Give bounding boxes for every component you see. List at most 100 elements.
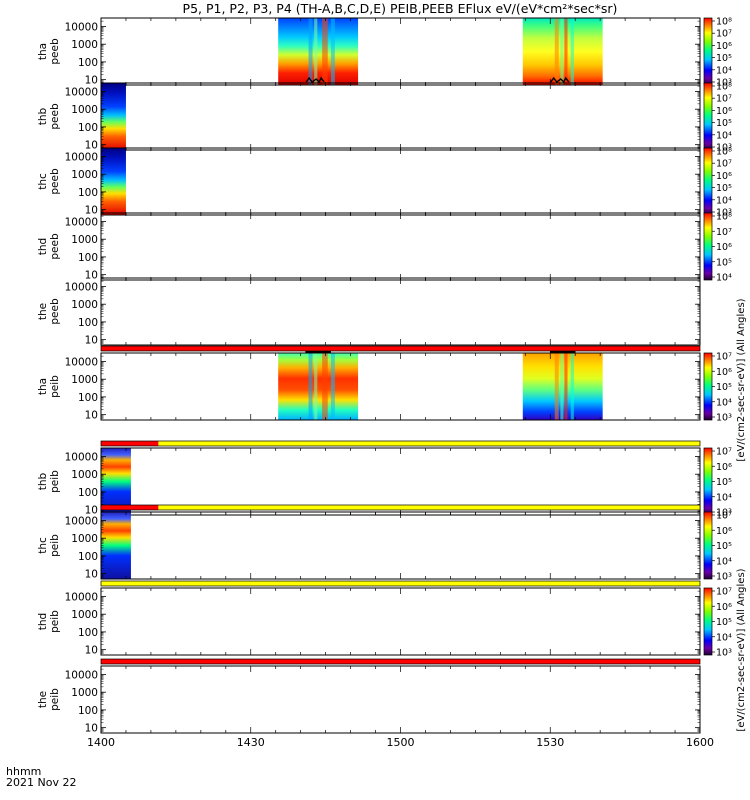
y-tick-label: 100	[78, 187, 98, 199]
panel-label-product: peeb	[49, 298, 61, 325]
panel-frame	[100, 665, 701, 734]
colorbar-tick-label: 10⁷	[716, 159, 732, 170]
y-tick-label: 1000	[71, 687, 98, 699]
spectrogram-block	[522, 351, 603, 420]
colorbar-tick-label: 10⁸	[716, 212, 732, 223]
colorbar-tick-label: 10⁶	[716, 602, 732, 613]
colorbar-tick-label: 10⁵	[716, 53, 732, 64]
colorbar-tick-label: 10⁴	[716, 632, 732, 643]
y-tick-label: 10000	[65, 591, 98, 603]
colorbar-tick-label: 10⁷	[716, 227, 732, 238]
colorbar-tick-label: 10⁶	[716, 242, 732, 253]
flag-strip-segment	[101, 659, 700, 664]
y-tick-label: 10	[85, 505, 98, 517]
y-tick-label: 1000	[71, 299, 98, 311]
panel-label-probe: thb	[37, 107, 49, 125]
spectrogram-streak	[554, 18, 559, 85]
colorbar-tick-label: 10⁵	[716, 183, 732, 194]
colorbar-tick-label: 10³	[716, 648, 732, 659]
spectrogram-block	[101, 448, 131, 515]
colorbar-axis-label-bottom: [eV/(cm2-sec-sr-eV)] (All Angles)	[736, 568, 747, 731]
panel-the-peeb: 10 100 1000 10000 the peeb	[37, 277, 701, 347]
colorbar-tick-label: 10⁷	[716, 587, 732, 598]
flag-strip-frame	[100, 658, 701, 665]
panel-thc-peib: 10 100 1000 10000 thc peib 10³ 10⁴ 10⁵ 10⁶ 10⁷	[37, 504, 732, 583]
colorbar-tick-label: 10⁷	[716, 447, 732, 458]
panel-label-probe: tha	[37, 43, 49, 60]
flag-strip-segment	[158, 441, 700, 446]
y-tick-label: 10000	[65, 281, 98, 293]
y-tick-label: 10000	[65, 21, 98, 33]
colorbar-tick-label: 10⁶	[716, 41, 732, 52]
panel-frame	[100, 511, 701, 580]
colorbar-tick-label: 10⁵	[716, 118, 732, 129]
spectrogram-block	[101, 83, 126, 150]
y-tick-label: 1000	[71, 169, 98, 181]
colorbar-tick-label: 10⁸	[716, 82, 732, 93]
flag-strip-segment	[101, 505, 159, 510]
spectrogram-streak	[564, 353, 568, 420]
colorbar-tick-label: 10⁴	[716, 130, 732, 141]
colorbar-tick-label: 10⁸	[716, 147, 732, 158]
spectrogram-streak	[322, 18, 328, 85]
colorbar-tick-label: 10⁵	[716, 382, 732, 393]
colorbar-tick-label: 10⁶	[716, 462, 732, 473]
y-tick-label: 10000	[65, 451, 98, 463]
spectrogram-block	[278, 18, 359, 85]
y-tick-label: 10000	[65, 216, 98, 228]
colorbar-tick-label: 10⁵	[716, 477, 732, 488]
y-tick-label: 100	[78, 627, 98, 639]
panel-frame	[100, 17, 701, 86]
spectrogram-streak	[330, 18, 335, 85]
panel-label-product: peeb	[49, 103, 61, 130]
panel-label-probe: thd	[37, 238, 49, 255]
colorbar-tick-label: 10⁴	[716, 65, 732, 76]
panel-frame	[100, 82, 701, 151]
panel-label-probe: thd	[37, 613, 49, 630]
colorbar-tick-label: 10³	[716, 572, 732, 583]
colorbar-axis-label-top: [eV/(cm2-sec-sr-eV)] (All Angles)	[736, 298, 747, 461]
spectrogram-block	[101, 512, 131, 579]
colorbar-tick-label: 10⁵	[716, 257, 732, 268]
colorbar-tick-label: 10⁶	[716, 171, 732, 182]
colorbar-tick-label: 10⁵	[716, 617, 732, 628]
y-tick-label: 10	[85, 205, 98, 217]
panel-label-product: peeb	[49, 233, 61, 260]
date-label: 2021 Nov 22	[6, 776, 76, 789]
flag-strip-segment	[101, 581, 700, 586]
spectrogram-streak	[554, 353, 559, 420]
panel-label-probe: thc	[37, 173, 49, 190]
colorbar-tick-label: 10⁴	[716, 556, 732, 567]
y-tick-label: 1000	[71, 39, 98, 51]
y-tick-label: 10	[85, 569, 98, 581]
y-tick-label: 10	[85, 335, 98, 347]
colorbar-tick-label: 10⁶	[716, 106, 732, 117]
colorbar	[703, 82, 713, 151]
y-tick-label: 10	[85, 270, 98, 282]
panel-label-probe: the	[37, 691, 49, 708]
colorbar-tick-label: 10⁷	[716, 94, 732, 105]
spectrogram-streak	[314, 353, 318, 420]
spectrogram-block	[522, 18, 603, 85]
x-tick-label: 1400	[87, 736, 115, 749]
panel-label-product: peib	[49, 534, 61, 557]
colorbar-tick-label: 10⁴	[716, 492, 732, 503]
y-tick-label: 10000	[65, 356, 98, 368]
spectrogram-streak	[308, 18, 313, 85]
spacecraft-potential-trace	[305, 76, 325, 84]
colorbar-tick-label: 10⁷	[716, 29, 732, 40]
spectrogram-streak	[308, 353, 313, 420]
flag-strip-segment	[158, 505, 700, 510]
flag-strip-segment	[101, 346, 700, 351]
spectrogram-block	[278, 351, 359, 420]
y-tick-label: 1000	[71, 533, 98, 545]
colorbar	[703, 147, 713, 216]
colorbar	[703, 17, 713, 86]
y-tick-label: 1000	[71, 234, 98, 246]
spectrogram-streak	[564, 18, 568, 85]
colorbar-tick-label: 10⁸	[716, 17, 732, 28]
y-tick-label: 100	[78, 317, 98, 329]
